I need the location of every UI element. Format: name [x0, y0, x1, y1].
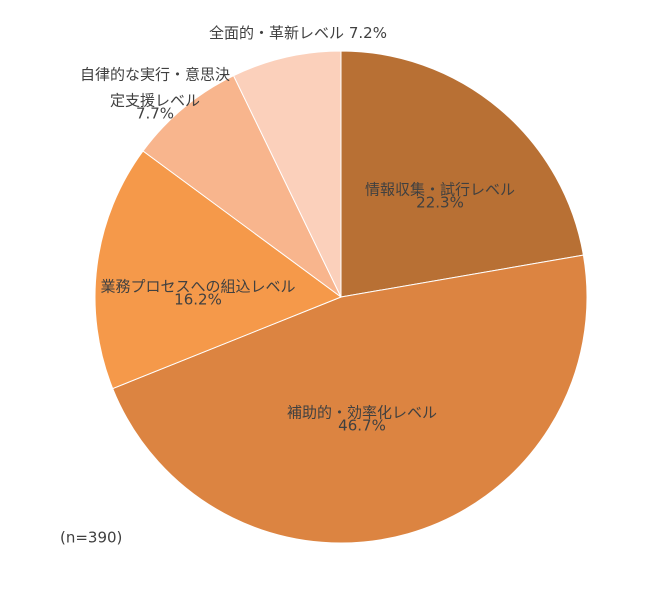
value-label: 46.7% [338, 417, 386, 435]
note: (n=390) [60, 529, 122, 547]
pie-slice [232, 50, 342, 298]
pie-slice [142, 75, 342, 298]
pie-slice [340, 50, 584, 298]
pie-slice [94, 150, 343, 390]
slices [94, 50, 588, 544]
pie-slice [112, 254, 588, 544]
value-label: 7.2% [349, 24, 387, 42]
category-label: 情報収集・試行レベル [365, 181, 515, 199]
slice-label: 全面的・革新レベル 7.2% [209, 24, 387, 42]
value-label: 7.7% [136, 105, 174, 123]
category-label: 定支援レベル [110, 92, 200, 110]
category-label: 業務プロセスへの組込レベル [100, 278, 295, 296]
value-label: 16.2% [174, 291, 222, 309]
category-label: 全面的・革新レベル [209, 24, 344, 42]
value-label: 22.3% [416, 194, 464, 212]
category-label: 補助的・効率化レベル [287, 404, 437, 422]
category-label: 自律的な実行・意思決 [80, 66, 230, 84]
